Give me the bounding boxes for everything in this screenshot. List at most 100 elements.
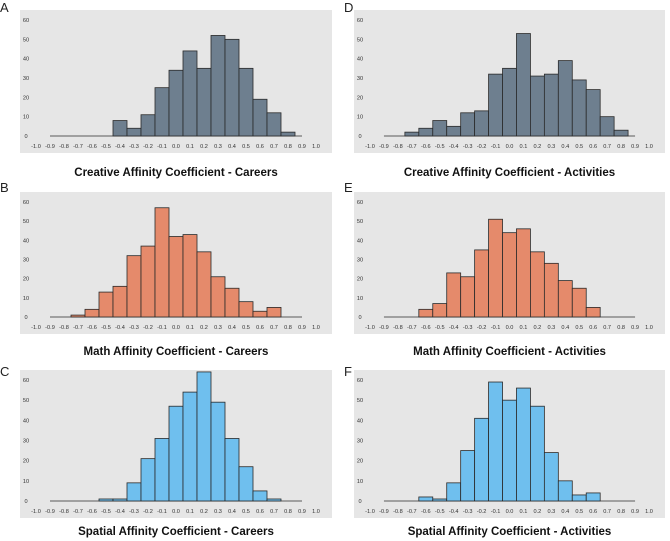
x-tick-label: -0.8 [393,144,403,150]
y-tick-label: 50 [357,37,363,43]
histogram-bar [210,276,226,318]
y-tick-label: 10 [357,115,363,121]
x-tick-label: 0.4 [561,144,569,150]
x-tick-label: 0.4 [561,325,569,331]
histogram-bar [530,75,545,137]
histogram-bar [530,251,545,318]
x-tick-label: 0.9 [298,144,306,150]
x-tick-label: 0.1 [186,509,194,515]
x-tick-label: 0.0 [172,509,180,515]
x-tick-label: 0.0 [172,325,180,331]
y-tick-label: 10 [357,479,363,485]
y-tick-label: 0 [24,499,27,505]
x-tick-label: -0.8 [393,325,403,331]
x-tick-label: 0.0 [172,144,180,150]
x-tick-label: 0.2 [534,509,542,515]
x-tick-label: -0.9 [379,144,389,150]
y-tick-label: 10 [357,296,363,302]
x-tick-label: -0.6 [87,144,97,150]
y-tick-label: 10 [23,296,29,302]
panel-a: A 0 10 20 30 40 50 60 -1.0 -0.9 -0.8 -0.7 -0.6 -0.5 -0… [0,0,332,179]
panel-letter: A [0,0,9,15]
histogram-bar [238,466,254,502]
histogram-bar [210,401,226,502]
x-tick-label: 0.4 [228,325,236,331]
x-tick-label: -0.9 [45,509,55,515]
x-tick-label: 0.7 [603,144,611,150]
y-tick-label: 60 [23,378,29,384]
x-tick-label: 0.6 [589,509,597,515]
histogram-bar [502,232,517,318]
histogram-bar [516,33,531,137]
y-tick-label: 20 [23,95,29,101]
y-tick-label: 20 [23,459,29,465]
x-tick-label: -0.2 [477,144,487,150]
x-tick-label: -0.7 [73,144,83,150]
histogram-bar [98,291,114,318]
x-tick-label: -0.9 [379,325,389,331]
x-tick-label: -0.1 [157,144,167,150]
x-tick-label: -0.7 [407,144,417,150]
histogram-bar [196,371,212,502]
x-tick-label: -1.0 [365,509,375,515]
x-tick-label: 0.7 [270,325,278,331]
histogram-bar [140,458,156,502]
x-tick-label: 0.1 [186,144,194,150]
histogram-bar [516,387,531,502]
histogram-bar [140,245,156,318]
histogram-bar [418,308,434,318]
x-axis-label: Math Affinity Coefficient - Activities [413,346,606,358]
x-tick-label: -0.2 [143,325,153,331]
panel-f: F 0 10 20 30 40 50 60 -1.0 -0.9 -0.8 -0.7 -0.6 -0.5 -0… [344,364,665,538]
x-tick-label: -0.1 [491,509,501,515]
histogram-bar [112,285,128,318]
x-tick-label: 0.2 [200,144,208,150]
y-tick-label: 60 [23,200,29,206]
x-tick-label: -0.7 [407,509,417,515]
x-tick-label: -1.0 [365,325,375,331]
x-tick-label: 0.3 [547,325,555,331]
histogram-bar [571,287,587,318]
y-tick-label: 0 [24,315,27,321]
x-tick-label: -0.1 [157,325,167,331]
x-tick-label: 1.0 [645,144,653,150]
x-tick-label: 0.5 [575,144,583,150]
x-tick-label: 0.6 [589,144,597,150]
histogram-bar [599,116,615,137]
histogram-bar [585,307,601,318]
histogram-bar [432,120,448,137]
y-tick-label: 50 [23,398,29,404]
x-tick-label: -0.4 [449,509,459,515]
x-tick-label: 0.3 [547,509,555,515]
histogram-bar [126,127,142,137]
x-tick-label: -0.1 [157,509,167,515]
y-tick-label: 60 [357,200,363,206]
histogram-bar [488,218,503,318]
x-tick-label: 0.8 [284,509,292,515]
x-tick-label: -0.4 [449,144,459,150]
x-tick-label: 1.0 [645,325,653,331]
x-tick-label: 0.9 [631,509,639,515]
x-tick-label: 0.9 [631,144,639,150]
x-tick-label: -0.8 [393,509,403,515]
panel-letter: D [344,0,353,15]
x-tick-label: 0.5 [242,509,250,515]
x-tick-label: 0.9 [631,325,639,331]
histogram-bar [126,255,142,318]
y-tick-label: 40 [357,418,363,424]
x-tick-label: -1.0 [365,144,375,150]
y-tick-label: 50 [23,37,29,43]
x-axis-label: Creative Affinity Coefficient - Activiti… [404,167,615,179]
x-tick-label: -0.1 [491,144,501,150]
histogram-bar [280,131,296,137]
x-tick-label: 1.0 [645,509,653,515]
x-axis-label: Spatial Affinity Coefficient - Careers [78,526,274,538]
histogram-bar [446,482,462,502]
histogram-bar [557,480,573,502]
histogram-bar [502,399,517,502]
x-tick-label: 0.5 [242,144,250,150]
histogram-bar [210,35,226,137]
histogram-bar [585,89,601,137]
y-tick-label: 30 [23,76,29,82]
panel-c: C 0 10 20 30 40 50 60 -1.0 -0.9 -0.8 -0.7 -0.6 -0.5 -0… [0,364,332,538]
